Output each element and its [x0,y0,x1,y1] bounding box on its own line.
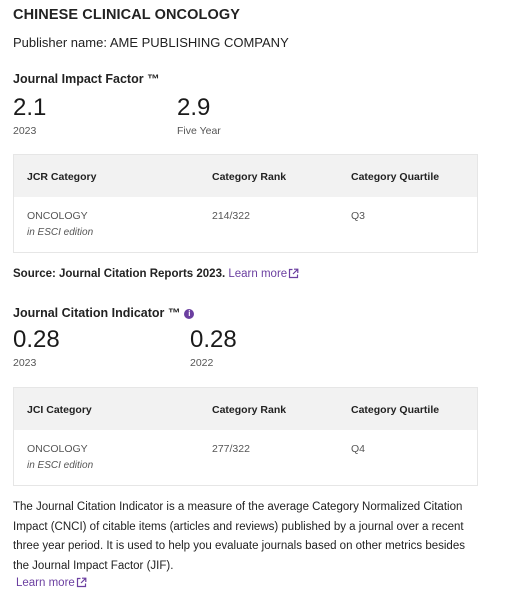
table-header: JCI Category Category Rank Category Quar… [14,388,477,430]
external-link-icon[interactable] [76,577,87,588]
jci-title-text: Journal Citation Indicator ™ [13,306,181,320]
source-text: Source: Journal Citation Reports 2023. [13,268,226,280]
journal-title: CHINESE CLINICAL ONCOLOGY [13,7,240,23]
cell-category: ONCOLOGY [27,443,88,455]
cell-edition: in ESCI edition [27,460,94,471]
header-category-quartile: Category Quartile [351,404,440,416]
table-row: ONCOLOGY in ESCI edition 214/322 Q3 [14,197,477,252]
external-link-icon[interactable] [288,268,299,279]
jci-description: The Journal Citation Indicator is a meas… [13,501,465,572]
jci-2022-value: 0.28 [190,326,237,353]
jif-section-title: Journal Impact Factor ™ [13,72,160,86]
learn-more-link[interactable]: Learn more [228,268,299,280]
header-category-quartile: Category Quartile [351,171,440,183]
cell-category: ONCOLOGY [27,210,88,222]
table-row: ONCOLOGY in ESCI edition 277/322 Q4 [14,430,477,485]
cell-quartile: Q4 [351,443,366,455]
jif-2023-label: 2023 [13,125,37,137]
jcr-category-table: JCR Category Category Rank Category Quar… [13,154,478,253]
jif-five-year-value: 2.9 [177,94,211,121]
jci-2023-value: 0.28 [13,326,60,353]
cell-rank: 277/322 [212,443,250,455]
publisher-name: Publisher name: AME PUBLISHING COMPANY [13,35,289,50]
jif-2023-value: 2.1 [13,94,47,121]
header-category-rank: Category Rank [212,404,287,416]
description-learn-more-link[interactable]: Learn more [16,577,87,589]
jci-2023-label: 2023 [13,357,37,369]
header-category-rank: Category Rank [212,171,287,183]
jif-five-year-label: Five Year [177,125,221,137]
source-line: Source: Journal Citation Reports 2023. L… [13,268,299,280]
cell-rank: 214/322 [212,210,250,222]
info-icon[interactable]: i [184,309,195,319]
header-jcr-category: JCR Category [27,171,97,183]
cell-edition: in ESCI edition [27,227,94,238]
learn-more-label[interactable]: Learn more [16,577,75,589]
jci-2022-label: 2022 [190,357,214,369]
cell-quartile: Q3 [351,210,366,222]
jci-section-title: Journal Citation Indicator ™ i [13,306,195,320]
header-jci-category: JCI Category [27,404,92,416]
learn-more-label[interactable]: Learn more [228,268,288,280]
table-header: JCR Category Category Rank Category Quar… [14,155,477,197]
jci-category-table: JCI Category Category Rank Category Quar… [13,387,478,486]
